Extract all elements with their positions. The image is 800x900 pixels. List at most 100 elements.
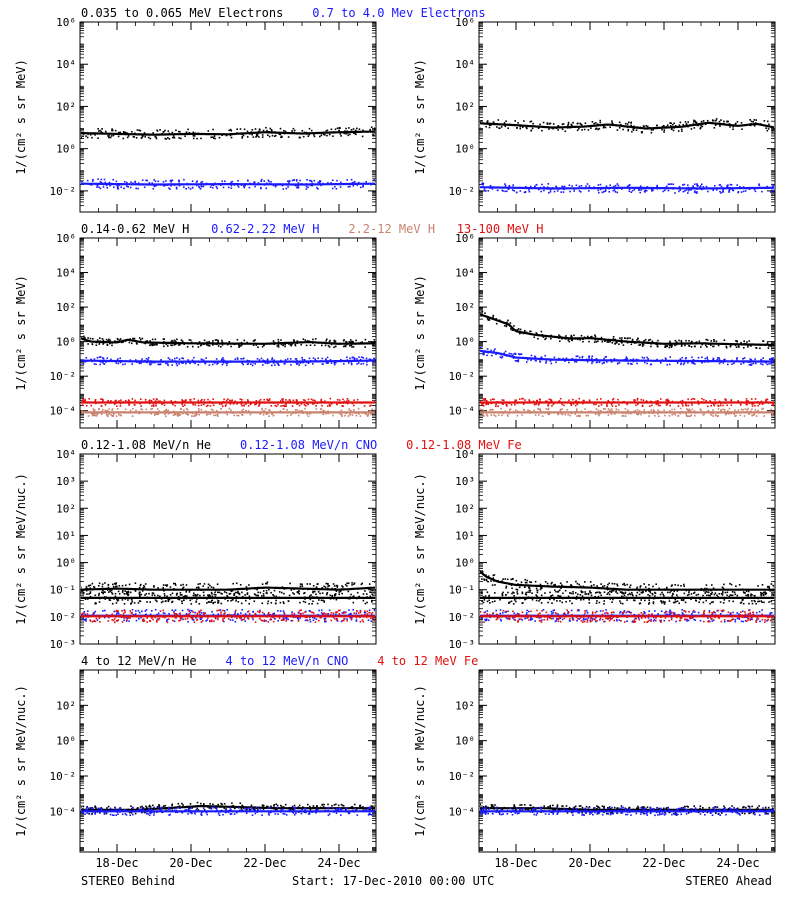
data-point [771,189,773,191]
data-point [231,614,233,616]
data-point [204,362,207,365]
data-point [719,184,721,186]
data-point [736,184,738,186]
data-point [649,405,651,407]
data-point [722,188,724,191]
data-point [289,582,291,585]
y-tick-label: 10⁰ [56,143,76,156]
data-point [701,123,704,125]
data-point [615,342,618,344]
data-point [352,341,354,343]
data-point [541,358,543,361]
data-point [208,588,211,591]
data-point [117,411,119,414]
data-point [649,338,652,341]
data-point [218,136,221,139]
data-point [104,582,106,584]
data-point [266,358,269,361]
data-point [133,602,136,604]
data-point [116,585,118,588]
data-point [189,339,192,342]
data-point [224,180,226,183]
data-point [325,130,327,132]
data-point [102,409,104,411]
data-point [370,183,372,186]
data-point [587,402,589,404]
data-point [355,597,358,600]
data-point [361,619,364,621]
data-point [490,349,492,352]
data-point [244,613,247,615]
data-point [108,133,110,136]
data-point [291,611,293,613]
data-point [347,590,350,593]
data-point [635,404,637,407]
data-point [696,191,698,193]
data-point [509,408,512,410]
data-point [690,346,693,348]
data-point [312,585,315,587]
data-point [346,398,349,400]
data-point [621,415,624,417]
data-point [186,409,189,411]
data-point [701,361,703,364]
data-point [318,609,320,612]
data-point [165,343,168,346]
data-point [701,183,703,186]
data-point [153,586,155,588]
data-point [333,341,336,344]
data-point [227,186,230,189]
data-point [122,341,125,343]
data-point [370,126,373,128]
data-point [297,182,300,184]
data-point [263,360,266,362]
data-point [756,411,758,413]
data-point [324,412,327,414]
data-point [374,400,375,402]
data-point [255,133,258,136]
data-point [267,600,270,603]
data-point [321,357,324,360]
data-point [529,120,532,123]
data-point [171,601,173,604]
data-point [658,187,660,189]
data-point [371,589,374,592]
y-tick-label: 10⁶ [455,232,475,245]
data-point [150,413,153,415]
data-point [640,398,643,401]
data-point [244,184,246,187]
data-point [223,620,225,623]
data-point [297,187,300,189]
data-point [355,414,358,417]
data-point [516,127,518,129]
data-point [340,409,343,412]
data-point [597,413,599,415]
data-point [633,400,636,402]
data-point [700,342,703,345]
data-point [133,136,135,138]
data-point [525,401,528,404]
data-point [230,409,232,412]
data-point [523,120,525,122]
data-point [530,129,533,132]
data-point [620,340,622,343]
data-point [258,611,261,614]
data-point [190,401,192,403]
data-point [541,415,544,417]
data-point [692,359,695,361]
data-point [177,360,179,363]
data-point [506,405,508,407]
data-point [107,597,110,599]
data-point [651,342,653,344]
data-point [219,184,222,186]
data-point [512,357,515,359]
data-point [99,363,101,366]
data-point [111,593,114,595]
data-point [485,315,487,318]
data-point [206,598,208,600]
data-point [112,414,115,417]
data-point [656,358,658,361]
data-point [187,621,189,623]
data-point [747,361,749,363]
